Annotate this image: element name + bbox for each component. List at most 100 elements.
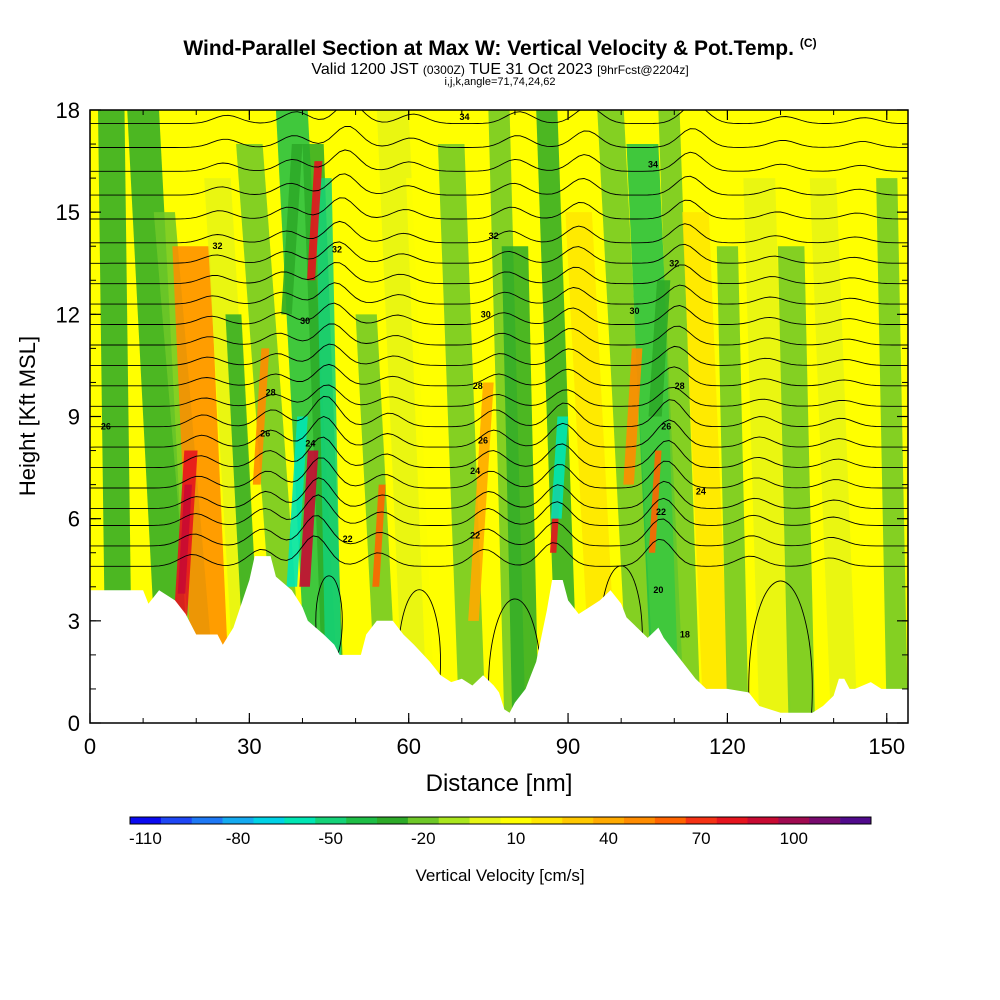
chart-title: Wind-Parallel Section at Max W: Vertical… — [183, 36, 817, 60]
vertical-velocity-field — [97, 110, 908, 723]
colorbar: -110 -80 -50 -20 10 40 70 100 — [129, 816, 872, 848]
copyright-mark: (C) — [799, 36, 817, 50]
colorbar-tick-label: 100 — [780, 829, 808, 848]
contour-label: 22 — [343, 534, 353, 544]
contour-label: 18 — [680, 629, 690, 639]
velocity-core — [177, 484, 192, 594]
theta-contour — [90, 363, 908, 387]
contour-label-text: 28 — [473, 381, 483, 391]
theta-contour — [90, 477, 908, 509]
x-tick-label: 120 — [709, 734, 746, 759]
terrain-mask — [90, 556, 908, 723]
contour-label-text: 30 — [629, 306, 639, 316]
colorbar-tick-label: 10 — [506, 829, 525, 848]
velocity-core — [551, 416, 569, 519]
colorbar-swatch — [346, 817, 378, 824]
colorbar-swatch — [407, 817, 440, 824]
contour-label-text: 26 — [661, 422, 671, 432]
x-axis-label: Distance [nm] — [426, 770, 573, 797]
contour-label-text: 30 — [481, 309, 491, 319]
theta-contour — [90, 282, 908, 305]
colorbar-tick-label: 40 — [599, 829, 618, 848]
colorbar-tick-label: -20 — [411, 829, 436, 848]
velocity-core — [372, 484, 386, 587]
contour-label-text: 18 — [680, 629, 690, 639]
contour-label-text: 24 — [470, 466, 480, 476]
y-tick-label: 3 — [68, 609, 80, 634]
contour-label: 32 — [669, 258, 679, 268]
colorbar-swatch — [253, 817, 285, 824]
contour-label: 26 — [101, 422, 111, 432]
theta-contour — [90, 241, 908, 264]
theta-contour — [90, 149, 908, 172]
colorbar-swatch — [191, 817, 223, 824]
y-tick-label: 15 — [56, 200, 80, 225]
colorbar-swatch — [562, 817, 594, 824]
theta-contour — [90, 457, 908, 489]
theta-contour — [90, 416, 908, 448]
contour-label: 26 — [478, 435, 488, 445]
contour-label: 26 — [260, 429, 270, 439]
theta-contour — [90, 494, 908, 526]
theta-contour — [90, 173, 908, 196]
valid-time: Valid 1200 JST — [311, 61, 419, 78]
velocity-streak — [597, 110, 656, 723]
section-params: i,j,k,angle=71,74,24,62 — [444, 76, 556, 88]
contour-label-text: 32 — [669, 258, 679, 268]
contour-label: 22 — [656, 507, 666, 517]
theta-contour — [90, 197, 908, 220]
valid-date: TUE 31 Oct 2023 — [469, 61, 593, 78]
velocity-core — [648, 450, 662, 553]
contour-label-text: 24 — [696, 486, 706, 496]
colorbar-swatch — [315, 817, 347, 824]
colorbar-swatch — [469, 817, 501, 824]
colorbar-swatch — [778, 817, 810, 824]
velocity-streak — [376, 110, 436, 723]
contour-label-text: 26 — [478, 435, 488, 445]
colorbar-tick-label: -110 — [129, 829, 162, 848]
contour-label-text: 22 — [656, 507, 666, 517]
x-axis: 0 30 60 90 120 150 — [84, 110, 905, 759]
colorbar-swatch — [160, 817, 193, 824]
contour-label-text: 26 — [260, 429, 270, 439]
contour-label: 32 — [332, 245, 342, 255]
colorbar-frame — [129, 816, 872, 825]
colorbar-swatch — [593, 817, 625, 824]
colorbar-tick-label: -80 — [226, 829, 251, 848]
contour-label-text: 34 — [648, 159, 658, 169]
velocity-streak — [315, 178, 343, 723]
velocity-streak — [809, 178, 858, 723]
velocity-streak — [172, 246, 231, 723]
contour-label: 30 — [629, 306, 639, 316]
colorbar-swatch — [222, 817, 254, 824]
velocity-streak — [536, 110, 579, 723]
colorbar-swatch — [377, 817, 409, 824]
x-tick-label: 60 — [396, 734, 420, 759]
contour-label: 24 — [305, 439, 315, 449]
chart-subtitle: Valid 1200 JST (0300Z) TUE 31 Oct 2023 [… — [0, 61, 1000, 79]
theta-contour — [90, 395, 908, 428]
velocity-core — [468, 382, 494, 621]
theta-contour — [90, 384, 908, 407]
y-tick-label: 0 — [68, 711, 80, 736]
theta-contour — [90, 436, 908, 469]
velocity-streak — [626, 144, 685, 723]
colorbar-swatch — [685, 817, 717, 824]
contour-label: 24 — [696, 486, 706, 496]
contour-label-text: 32 — [332, 245, 342, 255]
theta-contour — [90, 343, 908, 366]
colorbar-swatch — [809, 817, 841, 824]
colorbar-swatch — [840, 817, 872, 824]
contour-label: 24 — [470, 466, 480, 476]
contour-label: 32 — [212, 241, 222, 251]
contour-label-text: 26 — [101, 422, 111, 432]
y-tick-label: 6 — [68, 507, 80, 532]
x-tick-label: 30 — [237, 734, 261, 759]
contour-label-text: 32 — [212, 241, 222, 251]
colorbar-swatch — [500, 817, 532, 824]
theta-contour — [90, 302, 908, 326]
forecast-info: [9hrFcst@2204z] — [597, 63, 689, 77]
colorbar-tick-label: 70 — [692, 829, 711, 848]
contour-label: 34 — [648, 159, 658, 169]
